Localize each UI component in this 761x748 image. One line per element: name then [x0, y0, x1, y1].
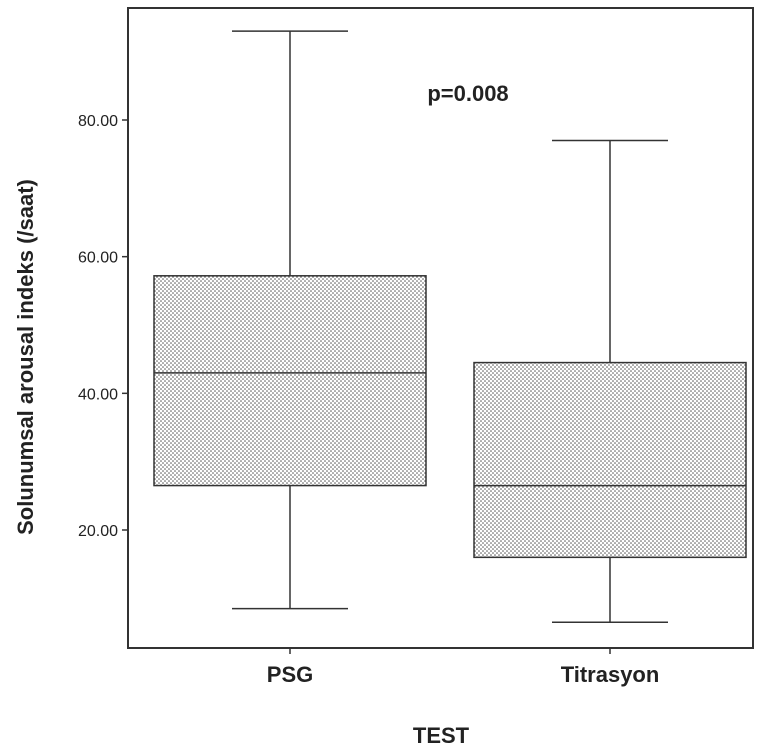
- y-axis-title: Solunumsal arousal indeks (/saat): [13, 179, 38, 535]
- p-value-annotation: p=0.008: [427, 81, 508, 106]
- box-series-titrasyon: [473, 139, 747, 623]
- y-tick-label: 20.00: [78, 523, 118, 540]
- x-axis-title: TEST: [413, 723, 470, 748]
- box-series-psg: [153, 30, 427, 610]
- iqr-box: [153, 275, 427, 487]
- plot-frame: [127, 7, 754, 649]
- iqr-box: [473, 361, 747, 559]
- y-tick-label: 60.00: [78, 250, 118, 267]
- y-tick-label: 40.00: [78, 386, 118, 403]
- x-category-label: PSG: [267, 662, 313, 687]
- x-category-label: Titrasyon: [561, 662, 660, 687]
- y-tick-label: 80.00: [78, 113, 118, 130]
